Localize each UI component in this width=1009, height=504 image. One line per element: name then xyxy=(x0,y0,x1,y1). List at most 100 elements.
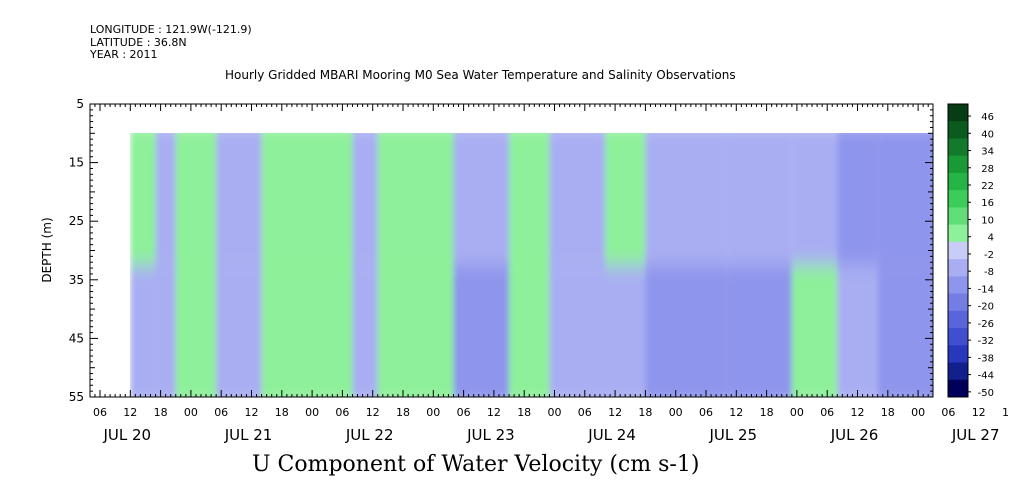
velocity-band-deep xyxy=(509,265,550,397)
x-hour-tick-label: 00 xyxy=(669,406,683,419)
x-date-label: JUL 23 xyxy=(466,426,515,444)
velocity-band-shallow xyxy=(791,133,838,266)
velocity-band-deep xyxy=(377,265,454,397)
x-hour-tick-label: 00 xyxy=(305,406,319,419)
velocity-band-shallow xyxy=(645,133,727,266)
velocity-band-deep xyxy=(155,265,176,397)
x-hour-tick-label: 06 xyxy=(578,406,592,419)
x-hour-tick-label: 00 xyxy=(548,406,562,419)
x-date-label: JUL 25 xyxy=(708,426,757,444)
velocity-band-shallow xyxy=(605,133,646,266)
velocity-band-shallow xyxy=(837,133,878,266)
x-hour-tick-label: 18 xyxy=(396,406,410,419)
x-hour-tick-label: 06 xyxy=(93,406,107,419)
velocity-band-deep xyxy=(175,265,217,397)
colorbar-level-label: 10 xyxy=(981,215,994,226)
x-hour-tick-label: 06 xyxy=(214,406,228,419)
x-date-label: JUL 26 xyxy=(830,426,879,444)
chart-title: Hourly Gridded MBARI Mooring M0 Sea Wate… xyxy=(225,68,736,82)
colorbar-level-label: -32 xyxy=(978,336,994,347)
velocity-band-shallow xyxy=(877,133,933,266)
velocity-band-shallow xyxy=(453,133,510,266)
latitude-label: LATITUDE : 36.8N xyxy=(90,35,187,49)
colorbar-level-label: -20 xyxy=(978,302,994,313)
x-hour-tick-label: 18 xyxy=(881,406,895,419)
colorbar-level-label: -2 xyxy=(984,250,994,261)
colorbar-swatch xyxy=(948,207,968,226)
x-hour-tick-label: 18 xyxy=(1002,406,1009,419)
x-axis: 06 12 18 00 06 12 18 00 06 12 18 00 06 12 18 00 06 12 18 00… xyxy=(93,104,1009,444)
colorbar-swatch xyxy=(948,224,968,243)
colorbar-level-label: -14 xyxy=(978,284,994,295)
heatmap-field xyxy=(130,123,1009,397)
colorbar-swatch xyxy=(948,138,968,157)
colorbar-swatch xyxy=(948,259,968,277)
x-hour-tick-label: 06 xyxy=(699,406,713,419)
velocity-band-shallow xyxy=(989,123,1009,265)
colorbar-swatch xyxy=(948,104,968,122)
x-hour-tick-label: 12 xyxy=(366,406,380,419)
colorbar-swatch xyxy=(948,328,968,346)
x-date-label: JUL 27 xyxy=(951,426,1000,444)
x-hour-tick-label: 18 xyxy=(154,406,168,419)
x-date-label: JUL 22 xyxy=(345,426,394,444)
velocity-band-deep xyxy=(130,265,156,397)
velocity-band-deep xyxy=(605,265,646,397)
colorbar-swatch xyxy=(948,190,968,208)
colorbar-swatch xyxy=(948,362,968,381)
colorbar-swatch xyxy=(948,172,968,191)
velocity-band-deep xyxy=(261,265,353,397)
mooring-metadata: LONGITUDE : 121.9W(-121.9) LATITUDE : 36… xyxy=(90,23,252,62)
colorbar-level-label: 46 xyxy=(981,112,994,123)
colorbar-swatch xyxy=(948,293,968,312)
velocity-band-shallow xyxy=(549,133,605,266)
x-date-label: JUL 21 xyxy=(224,426,273,444)
velocity-band-deep xyxy=(837,265,878,397)
velocity-band-deep xyxy=(216,265,262,397)
x-hour-tick-label: 12 xyxy=(851,406,865,419)
velocity-band-deep xyxy=(726,265,792,397)
x-hour-tick-label: 12 xyxy=(608,406,622,419)
x-hour-tick-label: 12 xyxy=(245,406,259,419)
year-label: YEAR : 2011 xyxy=(90,48,158,61)
velocity-band-shallow xyxy=(130,133,156,266)
x-hour-tick-label: 00 xyxy=(911,406,925,419)
x-hour-tick-label: 18 xyxy=(638,406,652,419)
velocity-band-shallow xyxy=(352,133,378,266)
x-hour-tick-label: 12 xyxy=(729,406,743,419)
velocity-band-shallow xyxy=(216,133,262,266)
x-hour-tick-label: 06 xyxy=(820,406,834,419)
y-tick-label: 25 xyxy=(69,214,84,228)
velocity-band-shallow xyxy=(726,133,792,266)
velocity-band-deep xyxy=(645,265,727,397)
x-date-label: JUL 24 xyxy=(587,426,636,444)
velocity-band-shallow xyxy=(155,133,176,266)
colorbar-level-label: -50 xyxy=(978,388,994,399)
x-axis-label: U Component of Water Velocity (cm s-1) xyxy=(252,452,700,477)
colorbar-level-label: 34 xyxy=(981,147,994,158)
x-hour-tick-label: 12 xyxy=(487,406,501,419)
colorbar-level-label: 28 xyxy=(981,164,994,175)
colorbar-swatch xyxy=(948,121,968,139)
velocity-band-shallow xyxy=(175,133,217,266)
colorbar-swatch xyxy=(948,155,968,174)
velocity-band-shallow xyxy=(377,133,454,266)
x-hour-tick-label: 18 xyxy=(275,406,289,419)
y-tick-label: 15 xyxy=(69,156,84,170)
x-hour-tick-label: 18 xyxy=(517,406,531,419)
velocity-band-deep xyxy=(453,265,510,397)
x-hour-tick-label: 00 xyxy=(426,406,440,419)
colorbar-swatch xyxy=(948,310,968,329)
x-hour-tick-label: 06 xyxy=(335,406,349,419)
colorbar-swatch xyxy=(948,276,968,295)
x-hour-tick-label: 18 xyxy=(760,406,774,419)
x-hour-tick-label: 12 xyxy=(972,406,986,419)
colorbar-swatch xyxy=(948,379,968,398)
x-hour-tick-label: 12 xyxy=(123,406,137,419)
x-hour-tick-label: 00 xyxy=(790,406,804,419)
velocity-band-shallow xyxy=(509,133,550,266)
colorbar-level-label: -44 xyxy=(978,371,994,382)
y-tick-label: 5 xyxy=(76,97,84,111)
colorbar-level-label: 40 xyxy=(981,129,994,140)
x-hour-tick-label: 06 xyxy=(457,406,471,419)
